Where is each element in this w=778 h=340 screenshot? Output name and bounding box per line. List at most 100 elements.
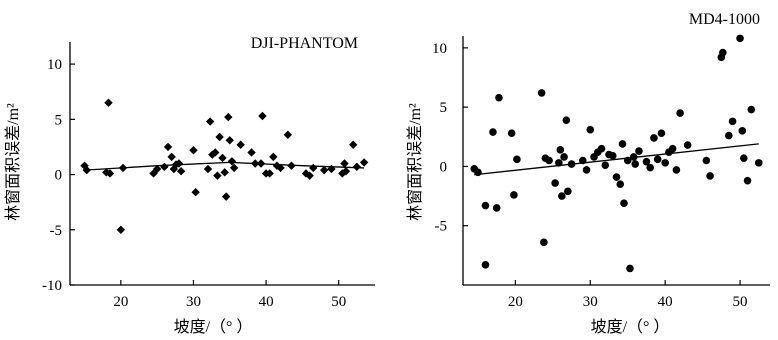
- data-point: [683, 141, 692, 149]
- data-point: [160, 162, 169, 172]
- chart-title: MD4-1000: [689, 11, 760, 28]
- y-tick-label: 10: [47, 57, 62, 73]
- data-point: [218, 153, 227, 163]
- x-tick-label: 30: [186, 294, 201, 310]
- data-point: [601, 161, 610, 170]
- x-axis-title: 坡度/（° ）: [174, 318, 253, 336]
- data-point: [352, 162, 362, 172]
- data-point: [743, 176, 752, 185]
- x-tick-label: 50: [733, 294, 748, 310]
- data-point: [612, 173, 621, 181]
- x-tick-label: 30: [583, 294, 598, 310]
- data-point: [208, 150, 217, 159]
- data-point: [507, 129, 516, 138]
- y-axis-title: 林窗面积误差/m²: [4, 103, 22, 221]
- data-point: [258, 111, 267, 121]
- data-point: [276, 163, 285, 173]
- trend-line: [474, 143, 759, 176]
- data-point: [738, 127, 747, 135]
- data-point: [545, 156, 553, 165]
- data-point: [646, 163, 654, 172]
- y-axis-title: 林窗面积误差/m²: [406, 103, 424, 221]
- data-point: [754, 159, 763, 167]
- data-point: [205, 117, 215, 126]
- data-point: [657, 129, 666, 138]
- data-point: [597, 144, 606, 153]
- x-tick-label: 40: [658, 294, 673, 310]
- data-point: [152, 164, 162, 174]
- data-point: [247, 148, 256, 157]
- data-point: [481, 201, 490, 210]
- data-point: [224, 112, 233, 122]
- data-point: [213, 171, 222, 180]
- y-tick-label: 5: [440, 100, 448, 116]
- data-point: [203, 164, 213, 174]
- data-point: [221, 192, 231, 201]
- data-point: [492, 204, 501, 212]
- data-point: [537, 89, 546, 97]
- data-point: [719, 48, 727, 57]
- y-tick-label: 0: [440, 159, 448, 175]
- data-point: [661, 159, 669, 167]
- data-point: [102, 168, 111, 177]
- data-point: [265, 169, 274, 178]
- data-point: [105, 169, 115, 178]
- data-point: [510, 191, 518, 199]
- x-axis-title: 坡度/（° ）: [591, 318, 670, 336]
- y-tick-label: 10: [432, 41, 447, 57]
- data-point: [189, 146, 198, 155]
- data-point: [702, 156, 711, 165]
- y-tick-label: -5: [50, 223, 63, 239]
- data-point: [341, 167, 351, 176]
- data-point: [728, 117, 737, 126]
- data-point: [225, 136, 234, 145]
- data-point: [229, 163, 239, 173]
- data-point: [211, 148, 220, 157]
- data-point: [495, 93, 503, 102]
- data-point: [676, 109, 684, 117]
- y-tick-label: 5: [55, 112, 63, 128]
- chart-panel-1: -10 -5 0 5 10 20 30 40 50 DJI-PHANTOM 坡度/（° ） 林窗面积误…: [4, 35, 375, 336]
- data-point: [359, 158, 369, 167]
- data-point: [513, 155, 521, 164]
- data-point: [725, 131, 733, 140]
- y-tick-label: -5: [435, 219, 448, 235]
- data-point: [635, 147, 643, 155]
- data-point: [672, 166, 681, 174]
- data-point: [191, 188, 200, 197]
- data-point: [551, 179, 559, 187]
- data-point: [562, 116, 571, 124]
- data-point: [586, 125, 595, 134]
- data-point: [319, 165, 329, 175]
- data-point: [706, 172, 714, 180]
- data-point: [104, 98, 113, 107]
- data-point: [174, 159, 184, 168]
- trend-line: [84, 161, 365, 171]
- data-point: [739, 154, 748, 162]
- data-point: [668, 144, 677, 153]
- data-point: [176, 167, 186, 176]
- data-point: [618, 140, 627, 148]
- data-point: [620, 199, 628, 207]
- chart-panel-2: -5 0 5 10 20 30 40 50 MD4-1000 坡度/（° ） 林窗面积误差/m²: [406, 11, 770, 336]
- y-tick-label: 0: [55, 168, 63, 184]
- data-point: [340, 159, 349, 168]
- data-point: [626, 264, 634, 273]
- data-point: [560, 153, 568, 161]
- data-point: [582, 166, 591, 174]
- data-point: [481, 261, 490, 269]
- x-tick-label: 20: [113, 294, 128, 310]
- data-point: [349, 140, 358, 149]
- data-point: [642, 157, 651, 166]
- data-point: [283, 130, 293, 139]
- data-point: [650, 134, 658, 142]
- data-point: [215, 132, 224, 142]
- x-tick-label: 20: [508, 294, 523, 310]
- data-point: [309, 163, 318, 173]
- data-point: [220, 168, 229, 177]
- x-tick-label: 40: [259, 294, 274, 310]
- data-point: [608, 151, 617, 160]
- chart-title: DJI-PHANTOM: [251, 35, 358, 52]
- data-point: [616, 180, 625, 189]
- data-point: [747, 105, 756, 114]
